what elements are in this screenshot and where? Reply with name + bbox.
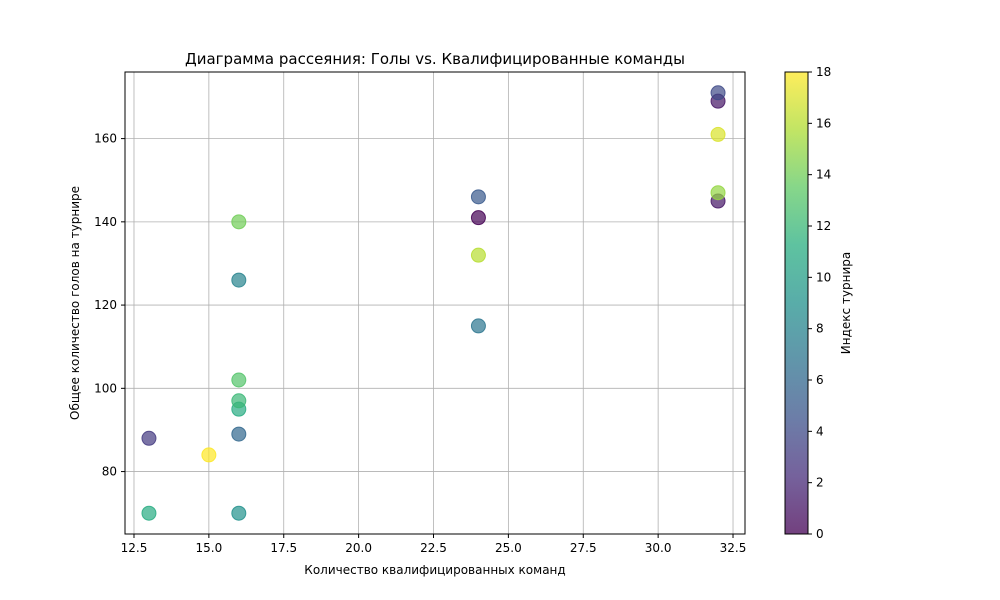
colorbar-tick-label: 10 [816, 270, 831, 284]
data-point [231, 272, 247, 288]
colorbar-tick-label: 12 [816, 219, 831, 233]
colorbar-tick-label: 14 [816, 168, 831, 182]
colorbar-label: Индекс турнира [839, 252, 853, 355]
colorbar-tick-label: 16 [816, 116, 831, 130]
grid [125, 72, 745, 534]
x-axis-label: Количество квалифицированных команд [304, 563, 565, 577]
data-point [231, 426, 247, 442]
data-points [141, 85, 726, 521]
data-point [710, 185, 726, 201]
x-tick-label: 27.5 [570, 541, 597, 555]
colorbar: 0 2 4 6 8 10 12 14 16 18 Индекс турнира [784, 65, 853, 541]
colorbar-tick-label: 6 [816, 373, 824, 387]
x-tick-label: 22.5 [420, 541, 447, 555]
y-tick-label: 100 [94, 381, 117, 395]
colorbar-frame [784, 71, 809, 535]
data-point [141, 505, 157, 521]
data-point [470, 210, 486, 226]
x-tick-label: 25.0 [495, 541, 522, 555]
y-tick-label: 140 [94, 215, 117, 229]
data-point [231, 372, 247, 388]
colorbar-gradient [785, 72, 808, 534]
colorbar-tick-label: 0 [816, 527, 824, 541]
colorbar-tick-label: 4 [816, 424, 824, 438]
data-point [470, 189, 486, 205]
data-point [201, 447, 217, 463]
x-tick-label: 12.5 [121, 541, 148, 555]
x-tick-label: 32.5 [720, 541, 747, 555]
y-tick-label: 120 [94, 298, 117, 312]
colorbar-tick-label: 2 [816, 476, 824, 490]
y-axis-ticks: 80 100 120 140 160 [94, 132, 125, 479]
data-point [710, 85, 726, 101]
colorbar-ticks: 0 2 4 6 8 10 12 14 16 18 [808, 65, 831, 541]
y-tick-label: 160 [94, 132, 117, 146]
colorbar-tick-label: 8 [816, 322, 824, 336]
data-point [231, 505, 247, 521]
data-point [470, 247, 486, 263]
data-point [141, 430, 157, 446]
data-point [710, 126, 726, 142]
data-point [470, 318, 486, 334]
x-tick-label: 20.0 [345, 541, 372, 555]
data-point [231, 393, 247, 409]
y-axis-label: Общее количество голов на турнире [68, 186, 82, 420]
plot-frame [124, 71, 746, 535]
x-axis-ticks: 12.5 15.0 17.5 20.0 22.5 25.0 27.5 30.0 32.5 [121, 534, 747, 555]
chart-title: Диаграмма рассеяния: Голы vs. Квалифицир… [185, 50, 685, 68]
y-tick-label: 80 [102, 465, 117, 479]
data-point [231, 214, 247, 230]
x-tick-label: 17.5 [270, 541, 297, 555]
x-tick-label: 30.0 [645, 541, 672, 555]
colorbar-tick-label: 18 [816, 65, 831, 79]
x-tick-label: 15.0 [196, 541, 223, 555]
